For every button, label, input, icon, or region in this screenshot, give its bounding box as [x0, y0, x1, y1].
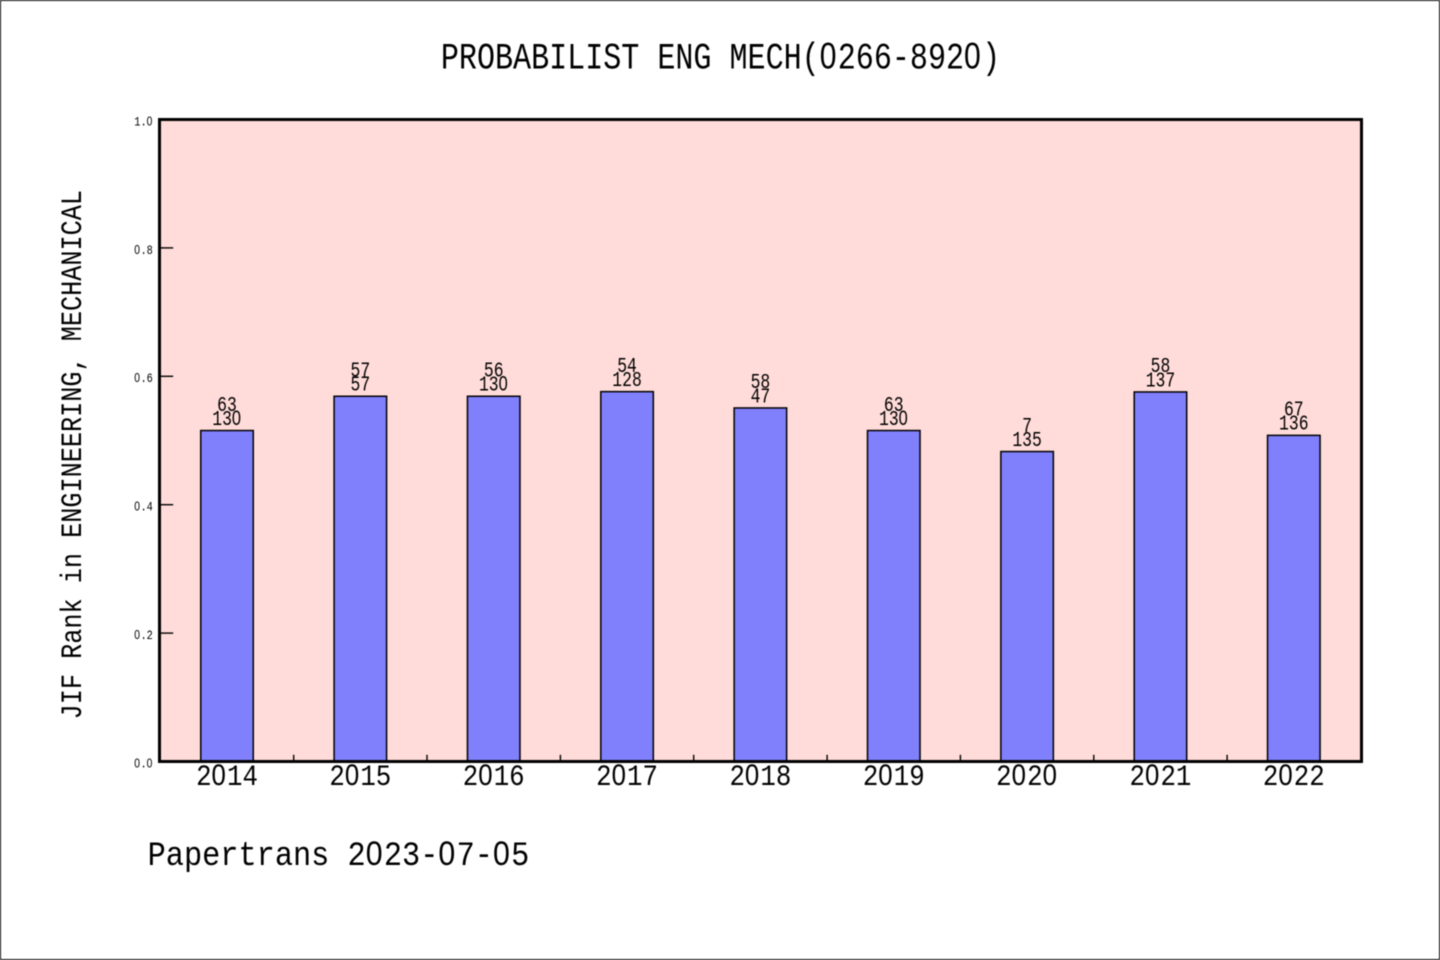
svg-text:2021: 2021 [1130, 758, 1192, 794]
svg-text:Papertrans 2023-07-05: Papertrans 2023-07-05 [148, 834, 530, 876]
svg-text:135: 135 [1012, 428, 1041, 453]
svg-text:0.8: 0.8 [134, 243, 153, 259]
svg-text:63: 63 [217, 393, 237, 418]
svg-text:0.4: 0.4 [134, 499, 153, 515]
svg-text:0.2: 0.2 [134, 628, 153, 644]
svg-text:54: 54 [617, 354, 637, 379]
svg-text:58: 58 [1151, 354, 1171, 379]
svg-text:2015: 2015 [329, 758, 391, 794]
svg-text:136: 136 [1279, 412, 1308, 437]
svg-text:58: 58 [751, 370, 771, 395]
svg-text:2014: 2014 [196, 758, 258, 794]
svg-text:JIF Rank in ENGINEERING, MECHA: JIF Rank in ENGINEERING, MECHANICAL [57, 190, 90, 719]
svg-text:2016: 2016 [463, 758, 525, 794]
svg-text:PROBABILIST ENG MECH(0266-8920: PROBABILIST ENG MECH(0266-8920) [441, 35, 1000, 80]
svg-text:2022: 2022 [1263, 758, 1325, 794]
svg-text:137: 137 [1146, 368, 1175, 393]
svg-text:130: 130 [212, 406, 241, 432]
svg-text:57: 57 [351, 373, 371, 398]
svg-text:2020: 2020 [996, 758, 1058, 794]
svg-text:130: 130 [479, 372, 508, 398]
svg-text:67: 67 [1284, 398, 1304, 423]
svg-text:2019: 2019 [863, 758, 925, 794]
svg-text:7: 7 [1022, 414, 1032, 439]
svg-text:63: 63 [884, 393, 904, 418]
svg-text:128: 128 [612, 368, 641, 393]
svg-text:56: 56 [484, 359, 504, 384]
svg-text:130: 130 [879, 406, 908, 432]
svg-text:2017: 2017 [596, 758, 658, 794]
svg-text:1.0: 1.0 [134, 114, 153, 130]
svg-text:0.6: 0.6 [134, 371, 153, 387]
svg-text:0.0: 0.0 [134, 756, 153, 772]
svg-text:2018: 2018 [729, 758, 791, 794]
svg-text:57: 57 [351, 359, 371, 384]
svg-text:47: 47 [751, 384, 771, 409]
